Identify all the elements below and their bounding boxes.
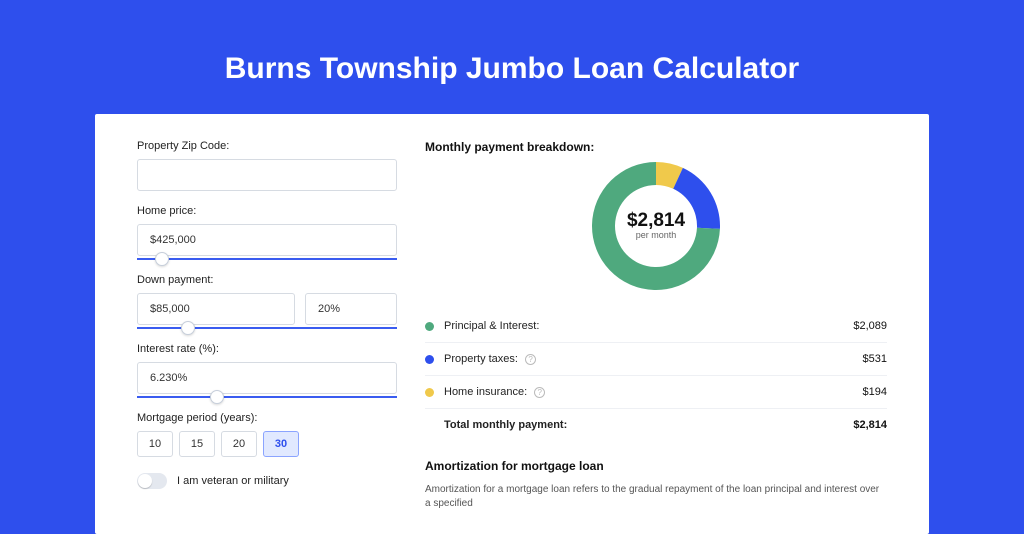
breakdown-title: Monthly payment breakdown: xyxy=(425,140,887,154)
mortgage-period-field-group: Mortgage period (years): 10152030 xyxy=(137,412,397,457)
legend-row: Home insurance: ?$194 xyxy=(425,376,887,409)
donut-chart: $2,814 per month xyxy=(425,162,887,290)
home-price-field-group: Home price: xyxy=(137,205,397,260)
interest-rate-input[interactable] xyxy=(137,362,397,394)
total-row: Total monthly payment: $2,814 xyxy=(425,409,887,441)
interest-rate-slider[interactable] xyxy=(137,396,397,398)
period-option-15[interactable]: 15 xyxy=(179,431,215,457)
legend-dot xyxy=(425,388,434,397)
veteran-toggle[interactable] xyxy=(137,473,167,489)
mortgage-period-label: Mortgage period (years): xyxy=(137,412,397,424)
legend-label: Principal & Interest: xyxy=(444,320,853,332)
donut-center-sub: per month xyxy=(636,230,677,240)
legend-label: Property taxes: ? xyxy=(444,353,863,365)
zip-label: Property Zip Code: xyxy=(137,140,397,152)
period-option-30[interactable]: 30 xyxy=(263,431,299,457)
home-price-input[interactable] xyxy=(137,224,397,256)
total-value: $2,814 xyxy=(853,419,887,431)
amortization-title: Amortization for mortgage loan xyxy=(425,459,887,473)
legend-label: Home insurance: ? xyxy=(444,386,863,398)
page-title: Burns Township Jumbo Loan Calculator xyxy=(0,0,1024,114)
veteran-toggle-knob xyxy=(138,474,152,488)
legend-value: $194 xyxy=(863,386,887,398)
home-price-label: Home price: xyxy=(137,205,397,217)
legend-value: $531 xyxy=(863,353,887,365)
mortgage-period-options: 10152030 xyxy=(137,431,397,457)
info-icon[interactable]: ? xyxy=(525,354,536,365)
info-icon[interactable]: ? xyxy=(534,387,545,398)
down-payment-pct-input[interactable] xyxy=(305,293,397,325)
amortization-text: Amortization for a mortgage loan refers … xyxy=(425,483,887,511)
zip-input[interactable] xyxy=(137,159,397,191)
legend-value: $2,089 xyxy=(853,320,887,332)
total-label: Total monthly payment: xyxy=(444,419,853,431)
interest-rate-field-group: Interest rate (%): xyxy=(137,343,397,398)
zip-field-group: Property Zip Code: xyxy=(137,140,397,191)
donut-center-amount: $2,814 xyxy=(627,210,686,231)
period-option-20[interactable]: 20 xyxy=(221,431,257,457)
legend-dot xyxy=(425,355,434,364)
legend-row: Principal & Interest:$2,089 xyxy=(425,310,887,343)
form-column: Property Zip Code: Home price: Down paym… xyxy=(137,140,397,508)
period-option-10[interactable]: 10 xyxy=(137,431,173,457)
veteran-toggle-row: I am veteran or military xyxy=(137,473,397,489)
down-payment-slider-knob[interactable] xyxy=(181,321,195,335)
down-payment-field-group: Down payment: xyxy=(137,274,397,329)
home-price-slider[interactable] xyxy=(137,258,397,260)
calculator-card: Property Zip Code: Home price: Down paym… xyxy=(95,114,929,534)
down-payment-input[interactable] xyxy=(137,293,295,325)
legend-row: Property taxes: ?$531 xyxy=(425,343,887,376)
interest-rate-label: Interest rate (%): xyxy=(137,343,397,355)
home-price-slider-knob[interactable] xyxy=(155,252,169,266)
breakdown-column: Monthly payment breakdown: $2,814 per mo… xyxy=(425,140,887,508)
down-payment-label: Down payment: xyxy=(137,274,397,286)
down-payment-slider[interactable] xyxy=(137,327,397,329)
veteran-label: I am veteran or military xyxy=(177,475,289,487)
interest-rate-slider-knob[interactable] xyxy=(210,390,224,404)
legend-dot xyxy=(425,322,434,331)
